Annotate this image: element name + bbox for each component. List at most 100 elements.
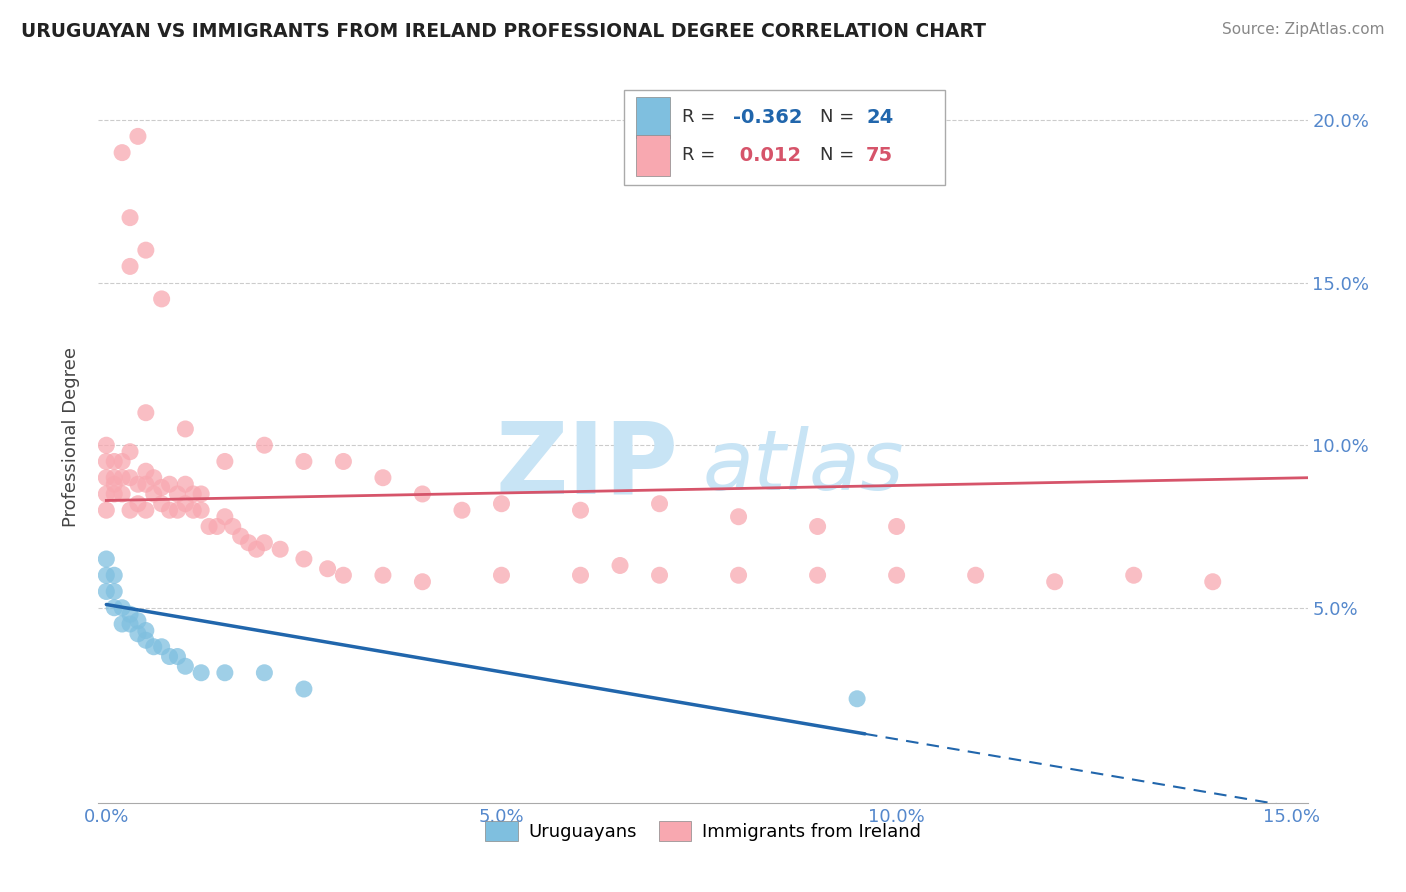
Point	[253, 665, 276, 680]
Point	[166, 649, 188, 664]
Text: N =: N =	[820, 109, 860, 127]
Point	[159, 503, 181, 517]
Point	[118, 260, 141, 274]
Point	[181, 503, 204, 517]
Point	[190, 665, 212, 680]
Point	[96, 454, 118, 468]
Point	[118, 471, 141, 485]
Point	[886, 568, 908, 582]
Point	[166, 503, 188, 517]
Point	[727, 509, 749, 524]
Point	[886, 519, 908, 533]
Point	[111, 600, 134, 615]
Point	[127, 626, 149, 640]
Point	[174, 422, 197, 436]
Point	[253, 535, 276, 549]
Point	[181, 487, 204, 501]
Point	[135, 624, 157, 638]
Text: N =: N =	[820, 146, 860, 164]
Point	[118, 617, 141, 632]
Text: URUGUAYAN VS IMMIGRANTS FROM IRELAND PROFESSIONAL DEGREE CORRELATION CHART: URUGUAYAN VS IMMIGRANTS FROM IRELAND PRO…	[21, 22, 986, 41]
Point	[569, 568, 592, 582]
Text: atlas: atlas	[703, 425, 904, 507]
Point	[807, 568, 830, 582]
Point	[174, 497, 197, 511]
Point	[111, 145, 134, 160]
Point	[222, 519, 245, 533]
Point	[846, 691, 869, 706]
Point	[965, 568, 987, 582]
Point	[229, 529, 252, 543]
Point	[292, 681, 315, 696]
Point	[198, 519, 221, 533]
Point	[253, 438, 276, 452]
Point	[96, 552, 118, 566]
Point	[96, 487, 118, 501]
Point	[174, 477, 197, 491]
Text: 75: 75	[866, 146, 893, 165]
Point	[96, 503, 118, 517]
Point	[96, 438, 118, 452]
Point	[135, 464, 157, 478]
Text: Source: ZipAtlas.com: Source: ZipAtlas.com	[1222, 22, 1385, 37]
Point	[150, 292, 173, 306]
Point	[491, 497, 513, 511]
Point	[111, 471, 134, 485]
Point	[332, 454, 354, 468]
Point	[159, 477, 181, 491]
Point	[214, 454, 236, 468]
FancyBboxPatch shape	[637, 97, 671, 137]
Point	[103, 584, 125, 599]
Point	[411, 487, 433, 501]
Point	[245, 542, 267, 557]
FancyBboxPatch shape	[624, 90, 945, 185]
Point	[150, 497, 173, 511]
Point	[609, 558, 631, 573]
Point	[174, 659, 197, 673]
Point	[135, 503, 157, 517]
Point	[292, 552, 315, 566]
Point	[292, 454, 315, 468]
Legend: Uruguayans, Immigrants from Ireland: Uruguayans, Immigrants from Ireland	[478, 814, 928, 848]
Point	[807, 519, 830, 533]
Point	[371, 568, 394, 582]
Point	[1122, 568, 1144, 582]
Point	[238, 535, 260, 549]
Point	[159, 649, 181, 664]
Point	[1043, 574, 1066, 589]
Point	[118, 211, 141, 225]
Point	[142, 640, 165, 654]
Point	[103, 487, 125, 501]
Point	[727, 568, 749, 582]
FancyBboxPatch shape	[637, 136, 671, 176]
Point	[142, 487, 165, 501]
Point	[150, 640, 173, 654]
Point	[135, 406, 157, 420]
Point	[111, 454, 134, 468]
Text: 24: 24	[866, 108, 893, 127]
Point	[411, 574, 433, 589]
Point	[150, 480, 173, 494]
Y-axis label: Professional Degree: Professional Degree	[62, 347, 80, 527]
Point	[142, 471, 165, 485]
Point	[127, 497, 149, 511]
Point	[96, 568, 118, 582]
Point	[491, 568, 513, 582]
Point	[103, 477, 125, 491]
Point	[111, 617, 134, 632]
Point	[269, 542, 291, 557]
Text: ZIP: ZIP	[496, 417, 679, 515]
Point	[569, 503, 592, 517]
Text: -0.362: -0.362	[734, 108, 803, 127]
Point	[103, 568, 125, 582]
Point	[96, 584, 118, 599]
Point	[214, 665, 236, 680]
Point	[214, 509, 236, 524]
Point	[135, 477, 157, 491]
Point	[127, 614, 149, 628]
Point	[103, 471, 125, 485]
Point	[127, 129, 149, 144]
Point	[205, 519, 228, 533]
Text: R =: R =	[682, 109, 721, 127]
Point	[190, 487, 212, 501]
